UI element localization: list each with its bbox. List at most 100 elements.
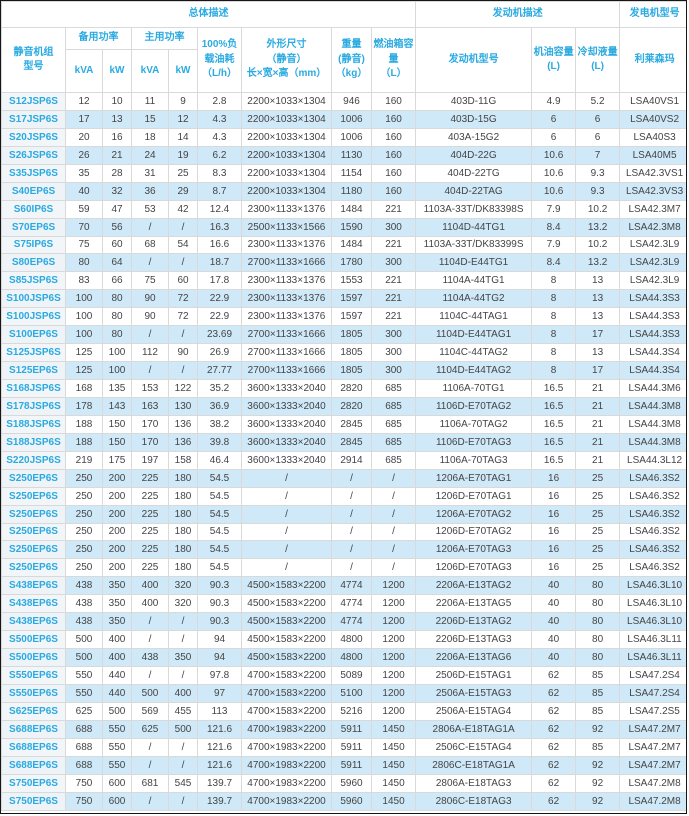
- model-link[interactable]: S438EP6S: [1, 612, 66, 632]
- fuel-consumption-cell: 54.5: [197, 522, 242, 542]
- model-link[interactable]: S250EP6S: [1, 522, 66, 542]
- fuel-tank-cell: 160: [370, 145, 417, 165]
- oil-capacity-cell: 62: [531, 701, 577, 721]
- dimensions-cell: /: [241, 468, 332, 488]
- prime-kva-cell: 500: [131, 683, 169, 703]
- model-link[interactable]: S168JSP6S: [1, 379, 66, 398]
- table-row: S250EP6S 250 200 225 180 54.5///1206A-E70TAG3…: [1, 540, 686, 560]
- engine-model-cell: 2206A-E13TAG6: [415, 648, 533, 667]
- model-link[interactable]: S250EP6S: [1, 540, 66, 560]
- model-link[interactable]: S100EP6S: [1, 325, 66, 345]
- model-link[interactable]: S178JSP6S: [1, 396, 66, 416]
- weight-cell: 1484: [331, 199, 372, 219]
- weight-cell: 1180: [331, 181, 372, 201]
- model-link[interactable]: S550EP6S: [1, 666, 66, 685]
- coolant-capacity-cell: 25: [575, 504, 621, 524]
- coolant-capacity-cell: 6: [575, 127, 621, 147]
- standby-kw-cell: 32: [102, 181, 132, 201]
- standby-kw-cell: 550: [102, 719, 132, 739]
- standby-kw-cell: 100: [102, 343, 132, 363]
- prime-kva-cell: 53: [131, 199, 169, 219]
- model-link[interactable]: S60IP6S: [1, 199, 66, 219]
- model-link[interactable]: S250EP6S: [1, 558, 66, 578]
- engine-model-cell: 2806A-E18TAG1A: [415, 719, 533, 739]
- leroy-somer-cell: LSA46.3L10: [619, 576, 686, 596]
- model-link[interactable]: S35JSP6S: [1, 163, 66, 183]
- standby-kw-cell: 200: [102, 468, 132, 488]
- model-link[interactable]: S100JSP6S: [1, 307, 66, 327]
- fuel-tank-cell: 1450: [370, 755, 417, 775]
- oil-capacity-cell: 16.5: [531, 450, 577, 470]
- standby-kw-cell: 16: [102, 127, 132, 147]
- engine-model-cell: 2506D-E15TAG1: [415, 666, 533, 685]
- standby-kw-cell: 200: [102, 486, 132, 506]
- dimensions-cell: 4700×1983×2200: [241, 755, 332, 775]
- weight-cell: 1006: [331, 127, 372, 147]
- standby-kva-cell: 70: [65, 217, 103, 237]
- fuel-consumption-cell: 4.3: [197, 109, 242, 129]
- prime-kva-cell: /: [131, 737, 169, 757]
- table-row: S188JSP6S 188 150 170 136 39.8 3600×1333×2040 2…: [1, 432, 686, 452]
- model-link[interactable]: S70EP6S: [1, 217, 66, 237]
- oil-capacity-cell: 40: [531, 648, 577, 667]
- model-link[interactable]: S625EP6S: [1, 701, 66, 721]
- prime-kw-cell: 545: [168, 773, 198, 793]
- model-link[interactable]: S500EP6S: [1, 648, 66, 667]
- weight-cell: 5960: [331, 773, 372, 793]
- weight-cell: 1780: [331, 253, 372, 273]
- model-link[interactable]: S688EP6S: [1, 755, 66, 775]
- dimensions-cell: 4700×1983×2200: [241, 719, 332, 739]
- model-link[interactable]: S80EP6S: [1, 253, 66, 273]
- model-link[interactable]: S40EP6S: [1, 181, 66, 201]
- standby-kw-cell: 135: [102, 379, 132, 398]
- standby-kva-cell: 188: [65, 414, 103, 434]
- table-row: S125JSP6S 125 100 112 90 26.9 2700×1133×1666 18…: [1, 343, 686, 363]
- column-header-fuel-tank: 燃油箱容 量 （L）: [370, 27, 417, 93]
- model-link[interactable]: S438EP6S: [1, 594, 66, 614]
- dimensions-cell: 2300×1133×1376: [241, 289, 332, 309]
- leroy-somer-cell: LSA46.3L10: [619, 612, 686, 632]
- leroy-somer-cell: LSA47.2S4: [619, 666, 686, 685]
- table-row: S250EP6S 250 200 225 180 54.5///1206A-E70TAG2…: [1, 504, 686, 524]
- model-link[interactable]: S12JSP6S: [1, 92, 66, 111]
- model-link[interactable]: S188JSP6S: [1, 414, 66, 434]
- model-link[interactable]: S438EP6S: [1, 576, 66, 596]
- model-link[interactable]: S250EP6S: [1, 468, 66, 488]
- model-link[interactable]: S17JSP6S: [1, 109, 66, 129]
- model-link[interactable]: S750EP6S: [1, 773, 66, 793]
- coolant-capacity-cell: 92: [575, 755, 621, 775]
- model-link[interactable]: S125JSP6S: [1, 343, 66, 363]
- leroy-somer-cell: LSA40VS2: [619, 109, 686, 129]
- prime-kw-cell: /: [168, 361, 198, 380]
- prime-kw-cell: 180: [168, 558, 198, 578]
- fuel-consumption-cell: 54.5: [197, 540, 242, 560]
- model-link[interactable]: S250EP6S: [1, 486, 66, 506]
- model-link[interactable]: S26JSP6S: [1, 145, 66, 165]
- engine-model-cell: 1104D-E44TAG1: [415, 325, 533, 345]
- engine-model-cell: 2206D-E13TAG3: [415, 630, 533, 650]
- prime-kw-cell: 180: [168, 504, 198, 524]
- prime-kw-cell: 90: [168, 343, 198, 363]
- model-link[interactable]: S125EP6S: [1, 361, 66, 380]
- model-link[interactable]: S220JSP6S: [1, 450, 66, 470]
- model-link[interactable]: S75IP6S: [1, 235, 66, 255]
- weight-cell: 2845: [331, 414, 372, 434]
- fuel-consumption-cell: 97: [197, 683, 242, 703]
- model-link[interactable]: S550EP6S: [1, 683, 66, 703]
- model-link[interactable]: S20JSP6S: [1, 127, 66, 147]
- engine-model-cell: 404D-22TG: [415, 163, 533, 183]
- model-link[interactable]: S750EP6S: [1, 791, 66, 811]
- weight-cell: 5089: [331, 666, 372, 685]
- model-link[interactable]: S688EP6S: [1, 737, 66, 757]
- model-link[interactable]: S188JSP6S: [1, 432, 66, 452]
- model-link[interactable]: S250EP6S: [1, 504, 66, 524]
- fuel-tank-cell: 1200: [370, 594, 417, 614]
- model-link[interactable]: S500EP6S: [1, 630, 66, 650]
- prime-kw-cell: 350: [168, 648, 198, 667]
- model-link[interactable]: S100JSP6S: [1, 289, 66, 309]
- fuel-tank-cell: 160: [370, 163, 417, 183]
- table-row: S438EP6S 438 350 400 320 90.3 4500×1583×2200 47…: [1, 594, 686, 614]
- model-link[interactable]: S85JSP6S: [1, 271, 66, 291]
- prime-kva-cell: 75: [131, 271, 169, 291]
- model-link[interactable]: S688EP6S: [1, 719, 66, 739]
